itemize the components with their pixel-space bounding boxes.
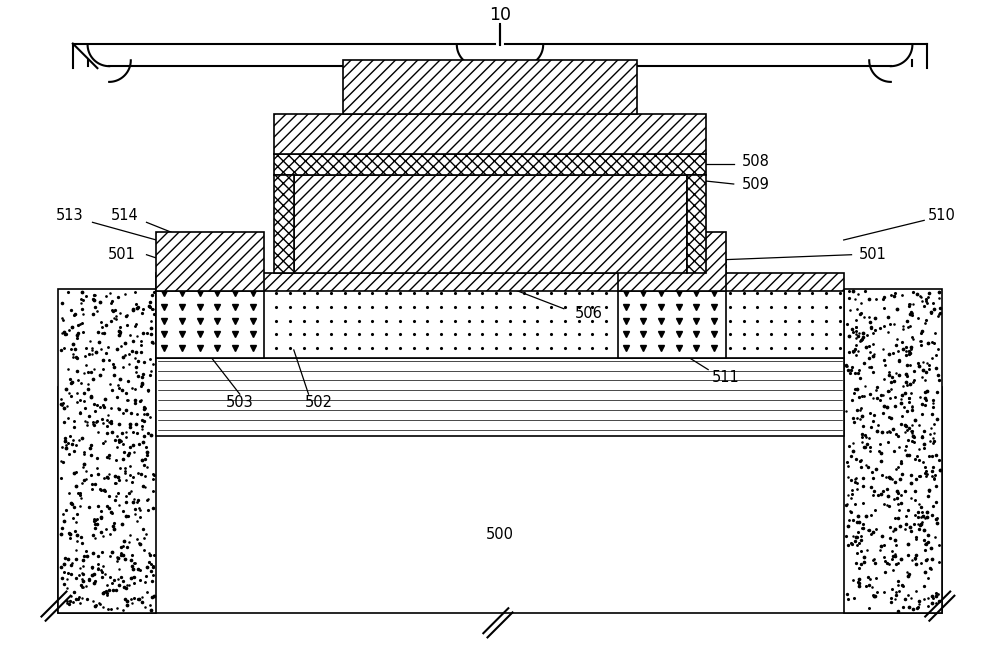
Bar: [274, 175, 294, 273]
Text: 506: 506: [574, 306, 602, 321]
Bar: [274, 114, 706, 154]
Bar: [274, 154, 706, 175]
Text: 509: 509: [741, 176, 769, 192]
Bar: [687, 175, 706, 273]
Text: 513: 513: [56, 208, 84, 223]
Text: 10: 10: [489, 6, 511, 24]
Text: 500: 500: [486, 527, 514, 542]
Text: 510: 510: [928, 208, 956, 223]
Bar: [618, 289, 726, 358]
Text: 508: 508: [741, 154, 769, 169]
Bar: [343, 61, 637, 114]
Text: 514: 514: [111, 208, 139, 223]
Text: 511: 511: [712, 370, 740, 385]
Text: 507: 507: [520, 87, 548, 102]
Text: 503: 503: [226, 394, 254, 410]
Text: 502: 502: [304, 394, 332, 410]
Bar: [58, 387, 942, 613]
Bar: [156, 232, 264, 291]
Text: 505: 505: [452, 87, 480, 102]
Bar: [156, 273, 844, 291]
Bar: [156, 358, 844, 436]
Text: 501: 501: [108, 247, 136, 262]
Bar: [844, 289, 942, 613]
Bar: [58, 289, 156, 613]
Text: 504: 504: [381, 87, 409, 102]
Bar: [156, 289, 844, 358]
Bar: [618, 232, 726, 291]
Text: 501: 501: [859, 247, 887, 262]
Bar: [294, 175, 687, 273]
Bar: [156, 289, 264, 358]
Text: 512: 512: [678, 306, 705, 321]
